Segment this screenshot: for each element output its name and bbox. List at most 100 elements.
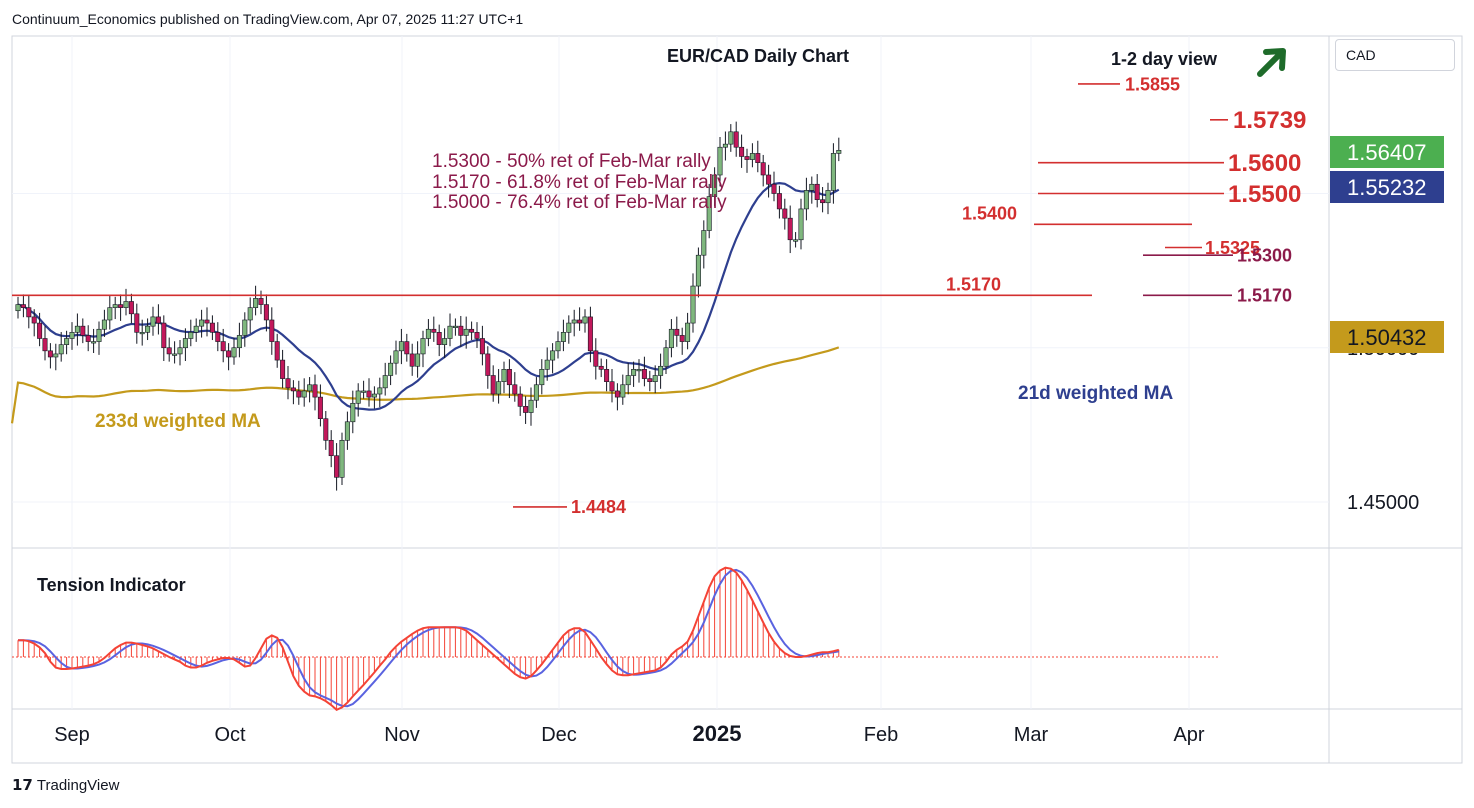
candle-body: [123, 301, 129, 308]
candle-body: [609, 381, 615, 392]
candle-body: [668, 328, 674, 349]
candle-body: [398, 341, 404, 352]
candle-body: [695, 254, 701, 287]
candle-body: [431, 328, 437, 333]
candle-body: [107, 307, 113, 321]
currency-selector[interactable]: CAD: [1335, 39, 1455, 71]
candle-body: [523, 406, 529, 413]
candle-body: [528, 399, 534, 413]
candle-body: [749, 153, 755, 160]
candle-body: [215, 332, 221, 342]
candle-body: [517, 393, 523, 407]
candle-body: [452, 325, 458, 328]
candle-body: [296, 390, 302, 398]
candle-body: [631, 369, 637, 376]
candle-body: [226, 350, 232, 358]
candle-body: [469, 328, 475, 333]
candle-body: [15, 304, 21, 312]
candle-body: [350, 402, 356, 423]
price-tag-value: 1.50432: [1347, 325, 1427, 350]
candle-body: [641, 369, 647, 379]
candle-body: [339, 439, 345, 478]
candle-body: [101, 319, 107, 330]
candle-body: [620, 384, 626, 398]
candle-body: [733, 131, 739, 148]
candle-body: [253, 298, 259, 308]
tension-indicator-plot: [12, 566, 1220, 711]
candle-body: [209, 322, 215, 333]
candle-body: [74, 325, 80, 333]
level-label: 1.5325: [1205, 238, 1260, 258]
candle-body: [20, 304, 26, 308]
candle-body: [134, 313, 140, 333]
candle-body: [496, 381, 502, 395]
candle-body: [420, 338, 426, 355]
candle-body: [361, 390, 367, 393]
candle-body: [274, 341, 280, 361]
level-label: 1.5400: [962, 203, 1017, 223]
candle-body: [814, 183, 820, 200]
price-tag: [1330, 321, 1444, 353]
candle-body: [393, 350, 399, 364]
candle-body: [717, 146, 723, 176]
candle-body: [47, 350, 53, 358]
level-label: 1.5500: [1228, 181, 1301, 208]
candle-body: [463, 328, 469, 336]
ma21-label: 21d weighted MA: [1018, 383, 1173, 404]
y-tick-label: 1.45000: [1347, 492, 1419, 514]
candle-body: [533, 384, 539, 401]
candle-body: [836, 150, 842, 154]
candle-body: [328, 439, 334, 457]
candle-body: [490, 375, 496, 395]
chart-title: EUR/CAD Daily Chart: [667, 46, 849, 66]
ma233-line: [10, 346, 840, 424]
ma21-line: [17, 182, 840, 411]
candle-body: [679, 335, 685, 342]
x-tick-label: Dec: [541, 724, 577, 746]
candle-body: [236, 335, 242, 349]
candle-body: [42, 338, 48, 352]
candle-body: [96, 328, 102, 342]
candle-body: [290, 387, 296, 392]
candle-body: [571, 319, 577, 324]
candle-body: [787, 217, 793, 241]
candle-body: [485, 353, 491, 376]
candle-body: [830, 153, 836, 191]
candle-body: [334, 455, 340, 478]
candle-body: [161, 322, 167, 349]
level-label: 1.5855: [1125, 74, 1180, 94]
candle-body: [512, 384, 518, 395]
candle-body: [555, 341, 561, 352]
retracement-line-1: 1.5300 - 50% ret of Feb-Mar rally: [432, 151, 711, 172]
level-label: 1.5300: [1237, 246, 1292, 266]
candle-body: [755, 153, 761, 163]
candle-body: [172, 353, 178, 356]
price-tags: 1.56407 1.55232 1.50432: [1330, 136, 1444, 353]
candle-body: [199, 319, 205, 327]
candle-body: [150, 316, 156, 327]
currency-label: CAD: [1346, 47, 1376, 63]
tradingview-logo[interactable]: 𝟭𝟳 TradingView: [12, 776, 119, 794]
candle-body: [544, 359, 550, 370]
candle-body: [766, 174, 772, 185]
candle-body: [112, 304, 118, 308]
candle-body: [285, 378, 291, 389]
candle-body: [706, 196, 712, 231]
candle-body: [550, 350, 556, 361]
candle-body: [798, 208, 804, 241]
x-tick-label: Mar: [1014, 724, 1049, 746]
candle-body: [64, 338, 70, 345]
candle-body: [701, 230, 707, 256]
tv-logo-icon: 𝟭𝟳: [12, 777, 33, 794]
candle-body: [577, 319, 583, 324]
candle-body: [301, 390, 307, 398]
candle-body: [614, 390, 620, 398]
candle-body: [231, 347, 237, 358]
candle-body: [145, 325, 151, 333]
candle-body: [436, 332, 442, 345]
candle-body: [317, 396, 323, 420]
x-axis-ticks[interactable]: Sep Oct Nov Dec 2025 Feb Mar Apr: [54, 721, 1205, 746]
candle-body: [312, 384, 318, 398]
